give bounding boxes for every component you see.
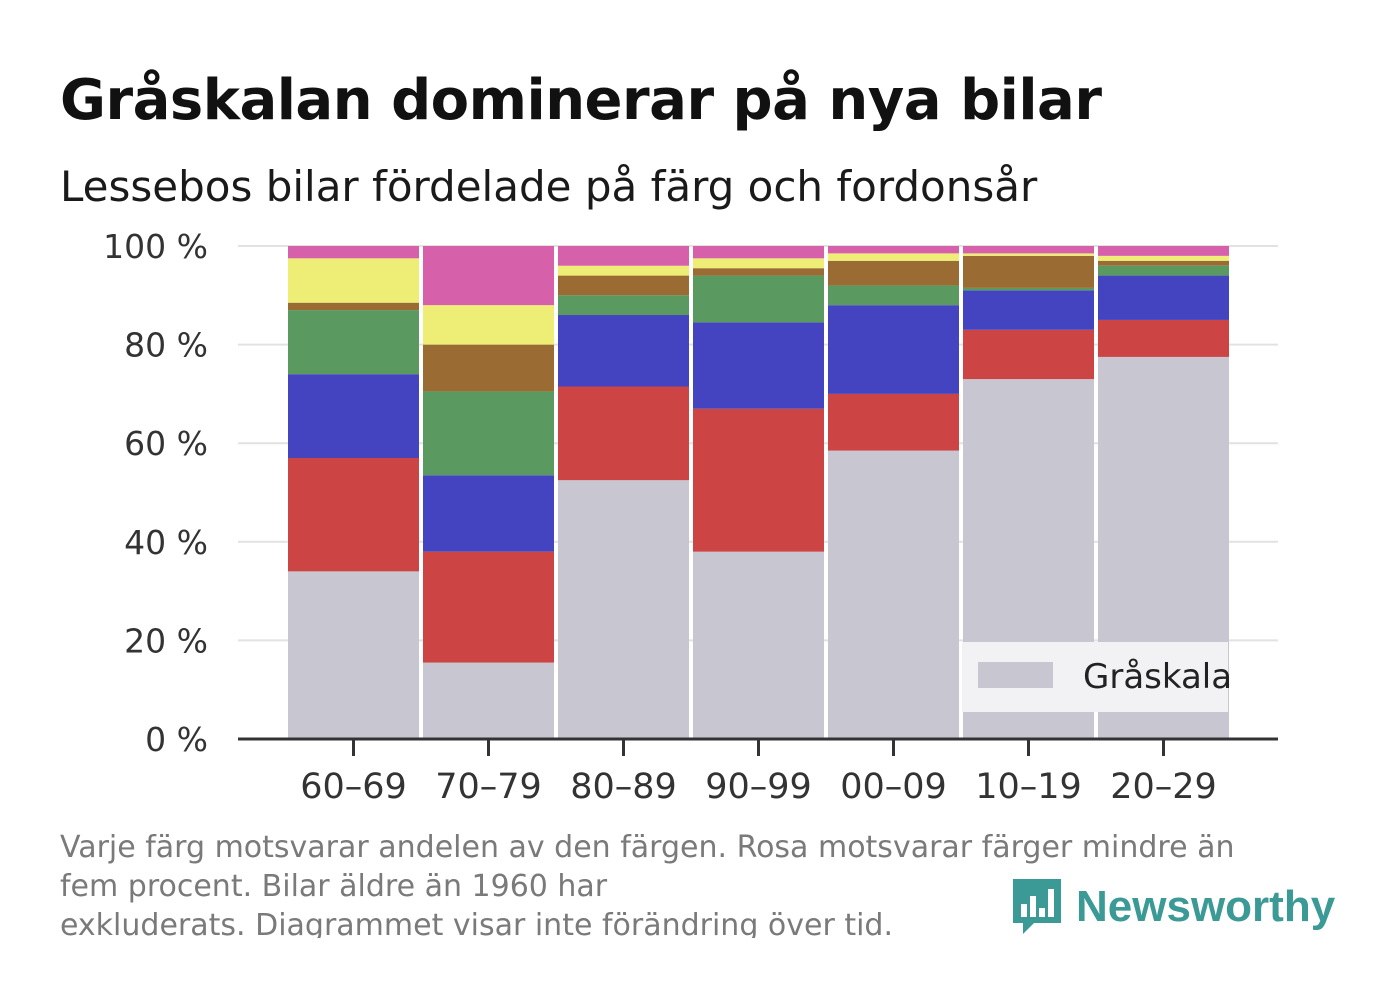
x-tick-label: 70–79 [435, 767, 542, 807]
bar-segment-10–19-s5 [963, 253, 1094, 256]
bar-segment-80–89-s1 [558, 386, 689, 481]
bar-segment-20–29-s3 [1098, 265, 1229, 276]
bar-segment-60–69-s4 [288, 302, 419, 311]
bar-segment-70–79-s2 [423, 475, 554, 552]
bar-segment-10–19-s4 [963, 255, 1094, 288]
bar-segment-90–99-s1 [693, 408, 824, 552]
y-tick-label: 0 % [145, 720, 208, 759]
legend-label-graskala: Gråskala [1083, 657, 1232, 697]
bar-segment-60–69-s0 [288, 571, 419, 739]
bar-segment-00–09-s2 [828, 305, 959, 394]
bar-segment-00–09-s6 [828, 246, 959, 254]
bar-segment-10–19-s1 [963, 329, 1094, 380]
bar-segment-00–09-s5 [828, 253, 959, 261]
bar-segment-20–29-s1 [1098, 319, 1229, 357]
legend: Gråskala [962, 642, 1232, 712]
bars [288, 246, 1229, 739]
x-tick-label: 90–99 [705, 767, 812, 807]
bar-segment-00–09-s3 [828, 285, 959, 306]
bar-segment-90–99-s6 [693, 246, 824, 259]
y-tick-label: 80 % [124, 326, 208, 365]
bar-segment-90–99-s2 [693, 322, 824, 409]
y-tick-label: 60 % [124, 424, 208, 463]
bar-segment-00–09-s4 [828, 260, 959, 286]
x-axis-ticks: 60–69 70–79 80–89 90–99 00–09 10–19 20–29 [300, 739, 1217, 807]
bar-segment-70–79-s0 [423, 662, 554, 739]
footnote: Varje färg motsvarar andelen av den färg… [60, 828, 1300, 938]
y-tick-label: 100 % [103, 227, 208, 266]
x-tick-label: 60–69 [300, 767, 407, 807]
footnote-line: exkluderats. Diagrammet visar inte förän… [60, 908, 894, 938]
bar-segment-90–99-s5 [693, 258, 824, 269]
legend-swatch-graskala [978, 662, 1053, 688]
bar-segment-00–09-s1 [828, 393, 959, 451]
bar-segment-60–69-s5 [288, 258, 419, 303]
bar-segment-70–79-s4 [423, 344, 554, 392]
bar-segment-00–09-s0 [828, 450, 959, 739]
bar-segment-70–79-s5 [423, 305, 554, 345]
bar-segment-20–29-s4 [1098, 260, 1229, 266]
bar-segment-90–99-s4 [693, 268, 824, 276]
bar-segment-20–29-s2 [1098, 275, 1229, 320]
chart-subtitle: Lessebos bilar fördelade på färg och for… [60, 162, 1038, 211]
bar-segment-80–89-s0 [558, 480, 689, 739]
bar-segment-90–99-s0 [693, 551, 824, 739]
footnote-line: Varje färg motsvarar andelen av den färg… [60, 830, 1235, 865]
bar-segment-60–69-s3 [288, 310, 419, 375]
x-tick-label: 10–19 [975, 767, 1082, 807]
bar-segment-10–19-s6 [963, 246, 1094, 254]
y-axis-ticks: 0 % 20 % 40 % 60 % 80 % 100 % [103, 227, 208, 759]
bar-segment-60–69-s1 [288, 457, 419, 572]
x-tick-label: 80–89 [570, 767, 677, 807]
bar-segment-60–69-s6 [288, 246, 419, 259]
bar-segment-70–79-s1 [423, 551, 554, 663]
newsworthy-logo-icon [1013, 879, 1061, 934]
bar-segment-70–79-s6 [423, 246, 554, 306]
y-tick-label: 20 % [124, 621, 208, 660]
brand-logo: Newsworthy [1010, 876, 1335, 938]
bar-segment-10–19-s2 [963, 290, 1094, 330]
bar-segment-70–79-s3 [423, 391, 554, 476]
bar-segment-80–89-s4 [558, 275, 689, 296]
x-tick-label: 20–29 [1110, 767, 1217, 807]
bar-segment-90–99-s3 [693, 275, 824, 323]
chart-title: Gråskalan dominerar på nya bilar [60, 68, 1102, 133]
bar-segment-10–19-s3 [963, 287, 1094, 291]
bar-segment-20–29-s5 [1098, 255, 1229, 261]
x-tick-label: 00–09 [840, 767, 947, 807]
bar-segment-20–29-s6 [1098, 246, 1229, 256]
bar-segment-60–69-s2 [288, 374, 419, 458]
bar-segment-80–89-s5 [558, 265, 689, 276]
y-tick-label: 40 % [124, 523, 208, 562]
bar-segment-80–89-s6 [558, 246, 689, 266]
footnote-line: fem procent. Bilar äldre än 1960 har [60, 869, 608, 904]
bar-segment-80–89-s3 [558, 295, 689, 316]
brand-name: Newsworthy [1076, 882, 1336, 931]
bar-segment-80–89-s2 [558, 315, 689, 387]
